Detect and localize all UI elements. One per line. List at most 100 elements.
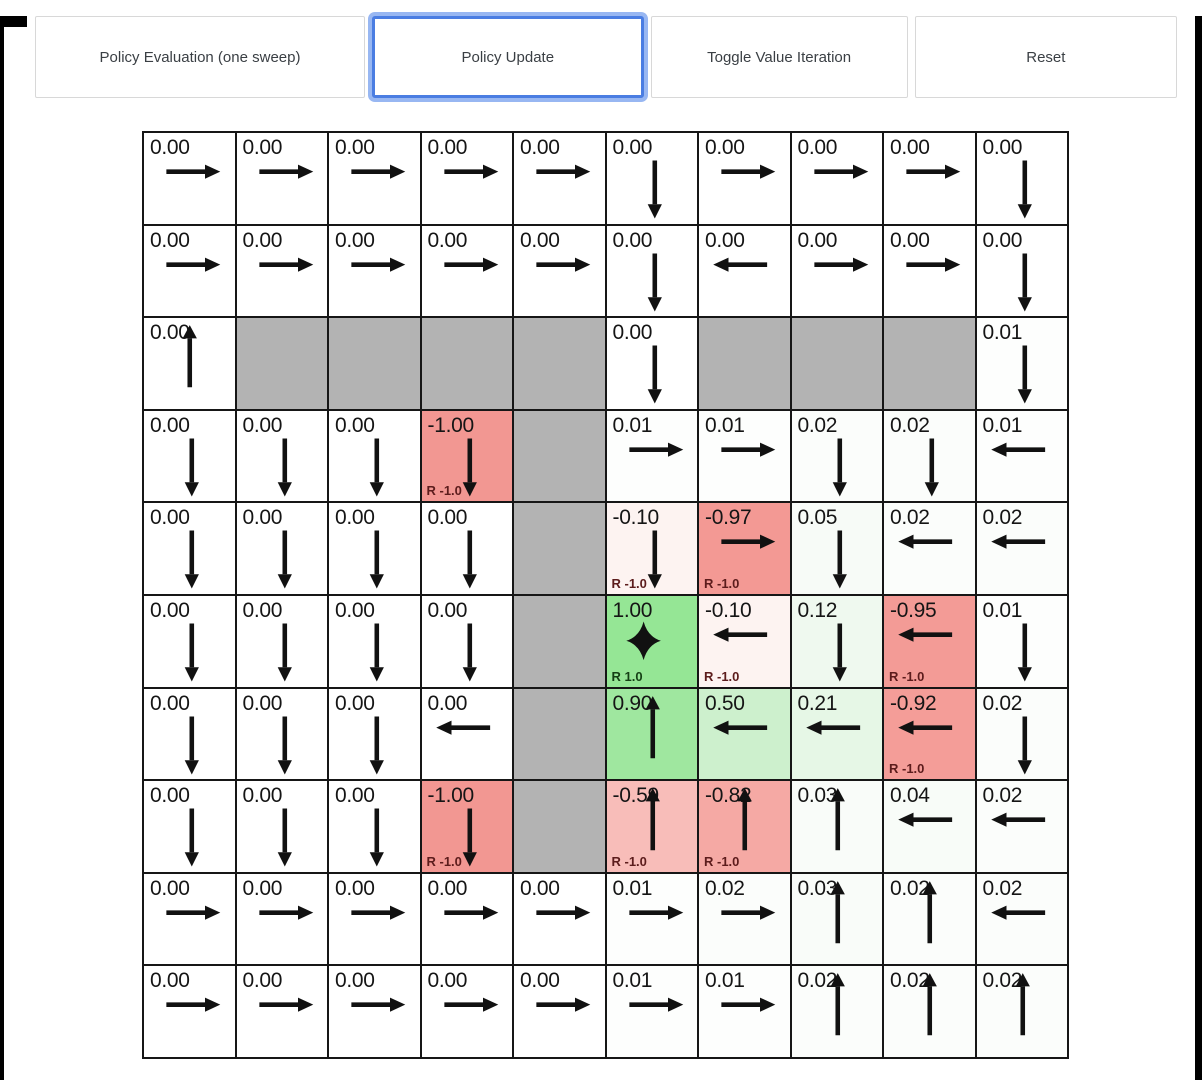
grid-cell: 0.00: [513, 224, 606, 318]
cell-value: 0.02: [797, 969, 838, 993]
cell-value: -1.00: [427, 784, 475, 808]
cell-value: 0.00: [335, 969, 375, 993]
right-arrow-icon: [258, 257, 313, 272]
grid-cell: 0.00: [698, 224, 791, 318]
reward-label: R -1.0: [704, 575, 740, 591]
right-arrow-icon: [536, 164, 591, 179]
left-arrow-icon: [713, 257, 768, 272]
grid-cell: 0.02: [698, 872, 791, 966]
down-arrow-icon: [462, 438, 477, 497]
cell-value: 0.02: [890, 876, 930, 900]
down-arrow-icon: [462, 530, 477, 589]
grid-cell: 0.02: [975, 687, 1068, 781]
grid-cell: 0.00: [235, 872, 328, 966]
grid-cell: 0.01: [698, 409, 791, 503]
down-arrow-icon: [924, 438, 939, 497]
cell-value: 0.01: [982, 413, 1023, 437]
down-arrow-icon: [369, 438, 384, 497]
grid-cell: 0.00: [143, 780, 236, 873]
grid-cell: 0.00: [235, 687, 328, 781]
cell-value: 0.00: [335, 136, 375, 159]
cell-value: 0.00: [890, 228, 930, 252]
policy-update-button[interactable]: Policy Update: [372, 16, 644, 98]
cell-value: 0.00: [335, 598, 375, 622]
right-arrow-icon: [258, 905, 313, 920]
cell-value: 0.00: [242, 598, 283, 622]
cell-value: 0.02: [982, 876, 1023, 900]
up-arrow-icon: [182, 325, 197, 388]
cell-value: 0.00: [427, 691, 468, 715]
grid-cell: 0.02: [883, 965, 976, 1058]
up-arrow-icon: [830, 973, 845, 1036]
cell-value: 0.00: [242, 413, 283, 437]
right-arrow-icon: [443, 164, 498, 179]
reward-label: R -1.0: [704, 853, 740, 869]
cell-value: -1.00: [427, 413, 475, 437]
down-arrow-icon: [369, 530, 384, 589]
left-edge-bar: [0, 16, 4, 1080]
right-arrow-icon: [721, 164, 776, 179]
policy-evaluation-button[interactable]: Policy Evaluation (one sweep): [35, 16, 366, 98]
cell-value: 0.03: [797, 876, 838, 900]
grid-cell: 0.00: [328, 224, 421, 318]
cell-value: 0.00: [242, 969, 283, 993]
right-arrow-icon: [536, 997, 591, 1013]
grid-cell: 0.00: [975, 132, 1068, 225]
down-arrow-icon: [184, 808, 199, 867]
grid-cell: 0.00: [143, 872, 236, 966]
right-arrow-icon: [351, 905, 406, 920]
right-arrow-icon: [536, 257, 591, 272]
up-arrow-icon: [645, 788, 660, 851]
reward-label: R -1.0: [426, 853, 462, 869]
grid-cell: 0.00: [143, 132, 236, 225]
cell-value: 0.90: [612, 691, 653, 715]
grid-cell: -0.10 R -1.0: [605, 502, 698, 595]
right-arrow-icon: [628, 905, 683, 920]
down-arrow-icon: [369, 716, 384, 775]
wall-cell: [513, 780, 606, 873]
grid-cell: 0.00: [883, 132, 976, 225]
down-arrow-icon: [647, 253, 662, 312]
right-arrow-icon: [166, 257, 221, 272]
cell-value: 0.00: [335, 784, 375, 808]
down-arrow-icon: [277, 808, 292, 867]
grid-cell: 0.00: [328, 502, 421, 595]
cell-value: 0.00: [335, 228, 375, 252]
toggle-value-iteration-button[interactable]: Toggle Value Iteration: [650, 16, 908, 98]
wall-cell: [513, 317, 606, 410]
terminal-star-icon: [625, 621, 661, 661]
cell-value: 0.00: [150, 598, 190, 622]
reset-button[interactable]: Reset: [914, 16, 1177, 98]
grid-cell: 0.50: [698, 687, 791, 781]
cell-value: 0.00: [150, 784, 190, 808]
grid-cell: 0.01: [975, 409, 1068, 503]
cell-value: 0.01: [612, 969, 653, 993]
cell-value: 0.12: [797, 598, 838, 622]
right-arrow-icon: [351, 164, 406, 179]
cell-value: -0.95: [890, 598, 937, 622]
grid-cell: 0.01: [605, 872, 698, 966]
cell-value: -0.10: [612, 506, 660, 530]
right-arrow-icon: [443, 997, 498, 1013]
down-arrow-icon: [647, 530, 662, 589]
cell-value: 0.00: [705, 136, 745, 159]
grid-cell: 0.02: [883, 502, 976, 595]
cell-value: 0.00: [520, 876, 560, 900]
cell-value: 0.01: [705, 413, 745, 437]
cell-value: 0.00: [242, 784, 283, 808]
grid-cell: 0.02: [975, 872, 1068, 966]
cell-value: 0.00: [427, 228, 468, 252]
cell-value: 0.02: [797, 413, 838, 437]
cell-value: 0.00: [520, 969, 560, 993]
grid-cell: 0.02: [975, 780, 1068, 873]
grid-cell: 0.00: [420, 502, 513, 595]
grid-cell: 0.00: [143, 687, 236, 781]
down-arrow-icon: [832, 438, 847, 497]
grid-cell: 0.00: [790, 224, 883, 318]
cell-value: 0.02: [982, 691, 1023, 715]
grid-cell: 0.00: [698, 132, 791, 225]
down-arrow-icon: [184, 623, 199, 682]
wall-cell: [513, 687, 606, 781]
grid-cell: 0.00: [328, 409, 421, 503]
grid-cell: 0.05: [790, 502, 883, 595]
